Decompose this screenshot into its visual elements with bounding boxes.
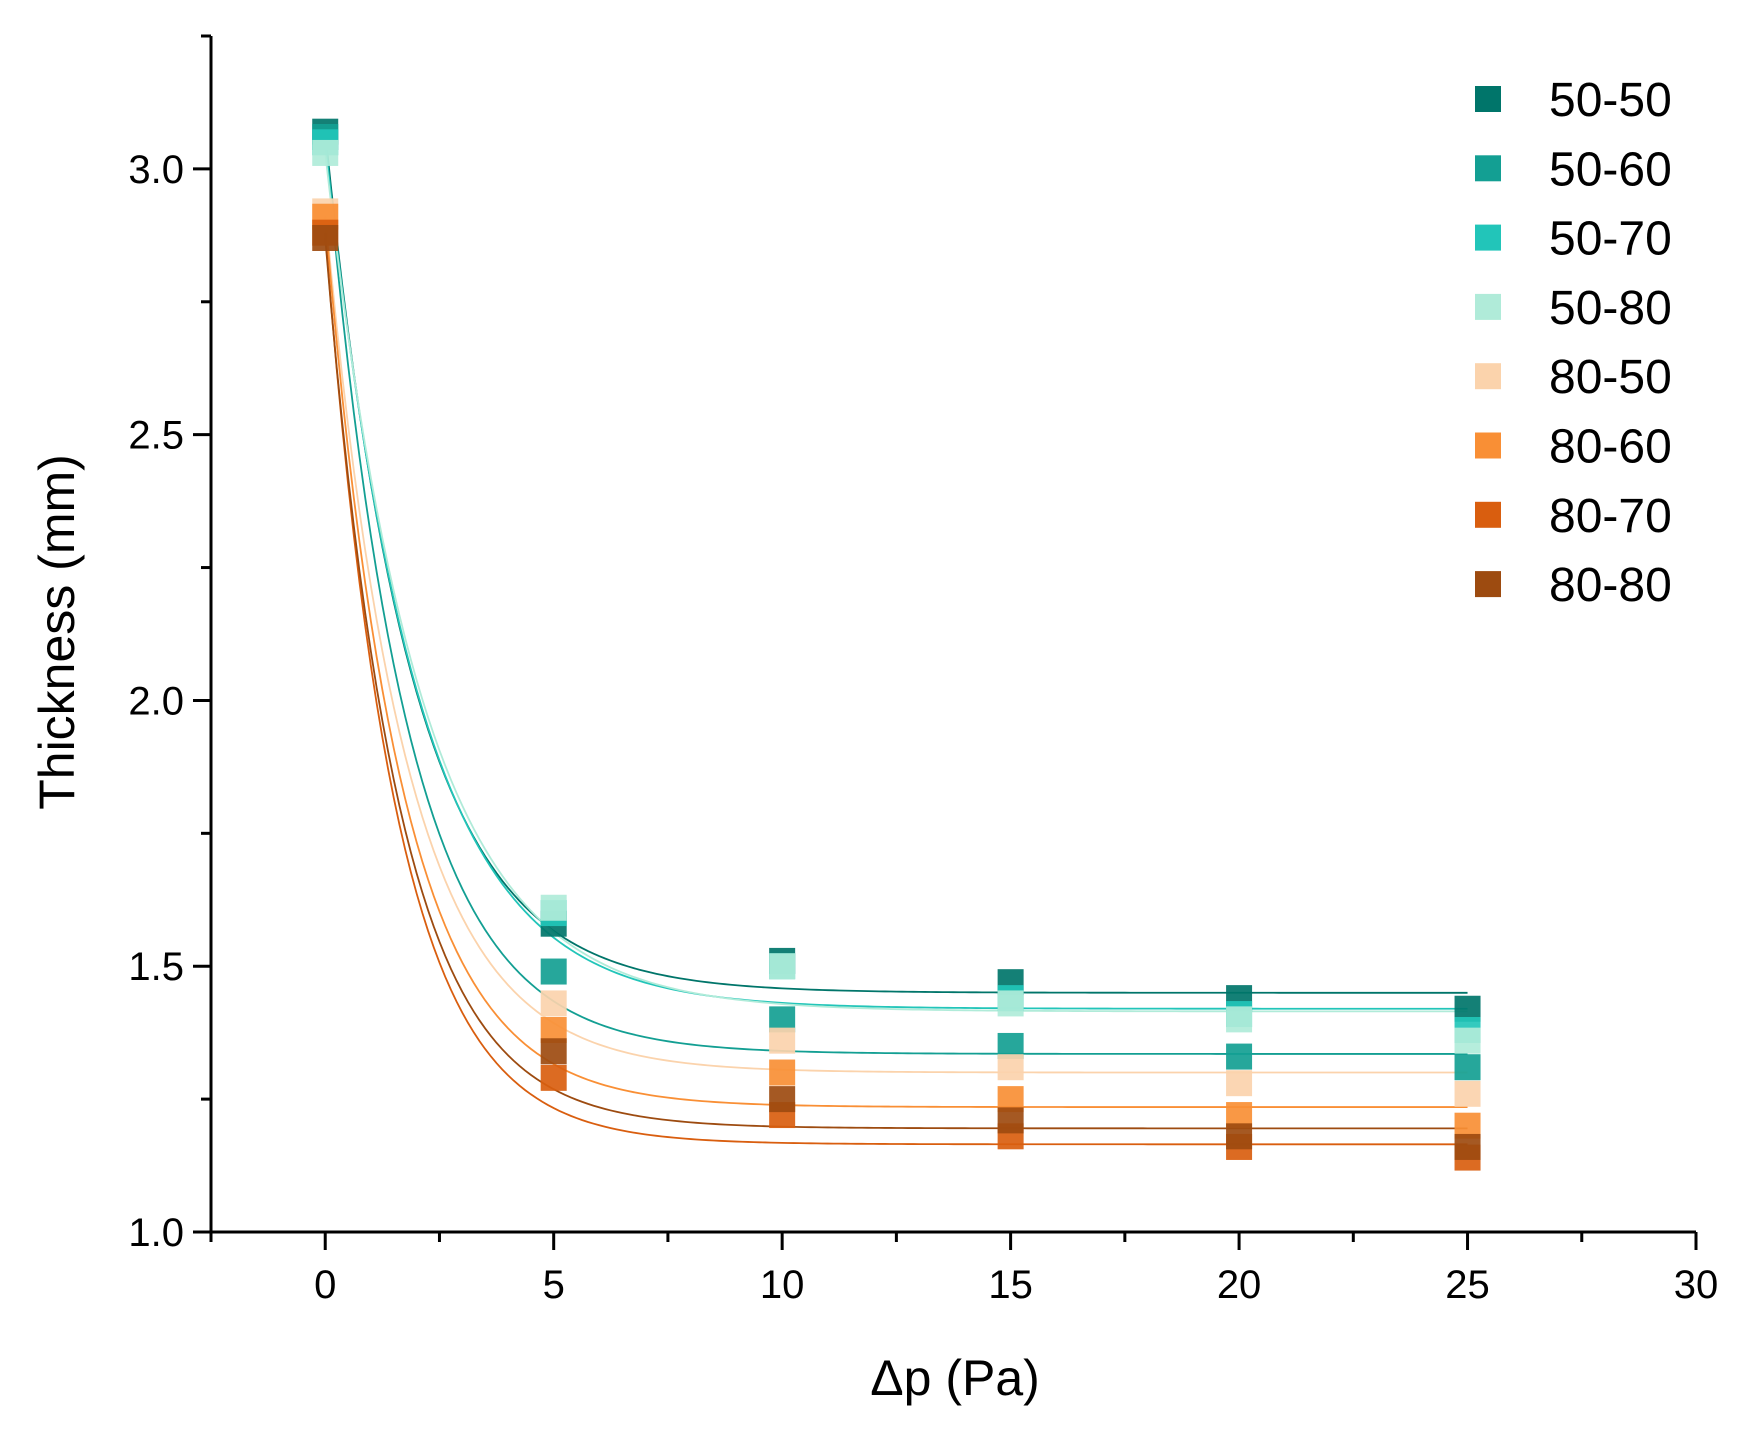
- legend-marker-50-70: [1475, 224, 1501, 251]
- legend-label-50-70: 50-70: [1549, 213, 1672, 266]
- data-point-80-80: [769, 1086, 796, 1113]
- x-tick-label: 20: [1217, 1263, 1262, 1307]
- data-point-80-80: [997, 1107, 1024, 1134]
- y-tick-label: 1.0: [128, 1211, 184, 1255]
- x-tick-label: 0: [314, 1263, 336, 1307]
- data-point-50-60: [1226, 1043, 1253, 1070]
- fit-curve-80-80: [324, 237, 1468, 1130]
- legend-label-80-70: 80-70: [1549, 490, 1672, 543]
- data-point-80-70: [540, 1064, 567, 1091]
- fit-curve-50-60: [324, 136, 1468, 1055]
- x-axis-title: Δp (Pa): [870, 1350, 1040, 1406]
- fit-curve-50-80: [324, 152, 1468, 1013]
- fit-curve-80-60: [324, 216, 1468, 1108]
- legend: 50-50 50-60 50-70 50-80 80-50 80-60 80-70 80-80: [1475, 74, 1672, 612]
- y-tick-label: 2.5: [128, 414, 184, 458]
- legend-marker-50-60: [1475, 155, 1501, 182]
- data-point-80-60: [769, 1059, 796, 1086]
- x-tick-label: 25: [1445, 1263, 1490, 1307]
- y-tick-label: 3.0: [128, 148, 184, 192]
- fit-curve-50-50: [324, 131, 1468, 994]
- data-point-50-80: [312, 139, 339, 166]
- fit-curve-80-70: [324, 232, 1468, 1146]
- data-point-80-80: [1226, 1123, 1253, 1150]
- legend-label-50-80: 50-80: [1549, 282, 1672, 335]
- y-axis-title: Thickness (mm): [29, 454, 85, 810]
- legend-marker-80-70: [1475, 501, 1501, 528]
- data-point-50-80: [1226, 1006, 1253, 1033]
- fit-curve-50-70: [324, 142, 1468, 1010]
- legend-label-50-60: 50-60: [1549, 143, 1672, 196]
- data-point-50-60: [540, 958, 567, 985]
- legend-label-80-80: 80-80: [1549, 559, 1672, 612]
- y-tick-label: 1.5: [128, 945, 184, 989]
- x-tick-label: 5: [543, 1263, 565, 1307]
- data-point-80-50: [997, 1054, 1024, 1081]
- data-point-50-80: [769, 953, 796, 980]
- data-point-50-60: [1454, 1054, 1481, 1081]
- axes: 0 5 10 15 20 25 30 1.0 1.5 2.0 2.5 3.0: [128, 34, 1719, 1307]
- data-point-80-80: [312, 224, 339, 251]
- legend-marker-80-60: [1475, 432, 1501, 459]
- legend-marker-50-80: [1475, 293, 1501, 320]
- legend-marker-50-50: [1475, 86, 1501, 112]
- data-point-80-50: [1454, 1080, 1481, 1107]
- data-point-80-80: [1454, 1133, 1481, 1160]
- data-points: [312, 118, 1481, 1171]
- data-point-80-80: [540, 1038, 567, 1065]
- x-tick-label: 10: [760, 1263, 805, 1307]
- legend-label-50-50: 50-50: [1549, 74, 1672, 127]
- data-point-80-50: [769, 1027, 796, 1054]
- legend-label-80-60: 80-60: [1549, 421, 1672, 474]
- legend-label-80-50: 80-50: [1549, 351, 1672, 404]
- x-tick-label: 15: [988, 1263, 1033, 1307]
- fit-curve-80-50: [324, 211, 1468, 1074]
- data-point-80-50: [540, 990, 567, 1017]
- fit-curves: [324, 131, 1468, 1146]
- data-point-50-80: [1454, 1027, 1481, 1054]
- legend-marker-80-50: [1475, 363, 1501, 390]
- data-point-50-80: [540, 894, 567, 921]
- data-point-80-50: [1226, 1070, 1253, 1097]
- y-tick-label: 2.0: [128, 679, 184, 723]
- legend-marker-80-80: [1475, 571, 1501, 598]
- x-tick-label: 30: [1674, 1263, 1719, 1307]
- data-point-50-80: [997, 990, 1024, 1017]
